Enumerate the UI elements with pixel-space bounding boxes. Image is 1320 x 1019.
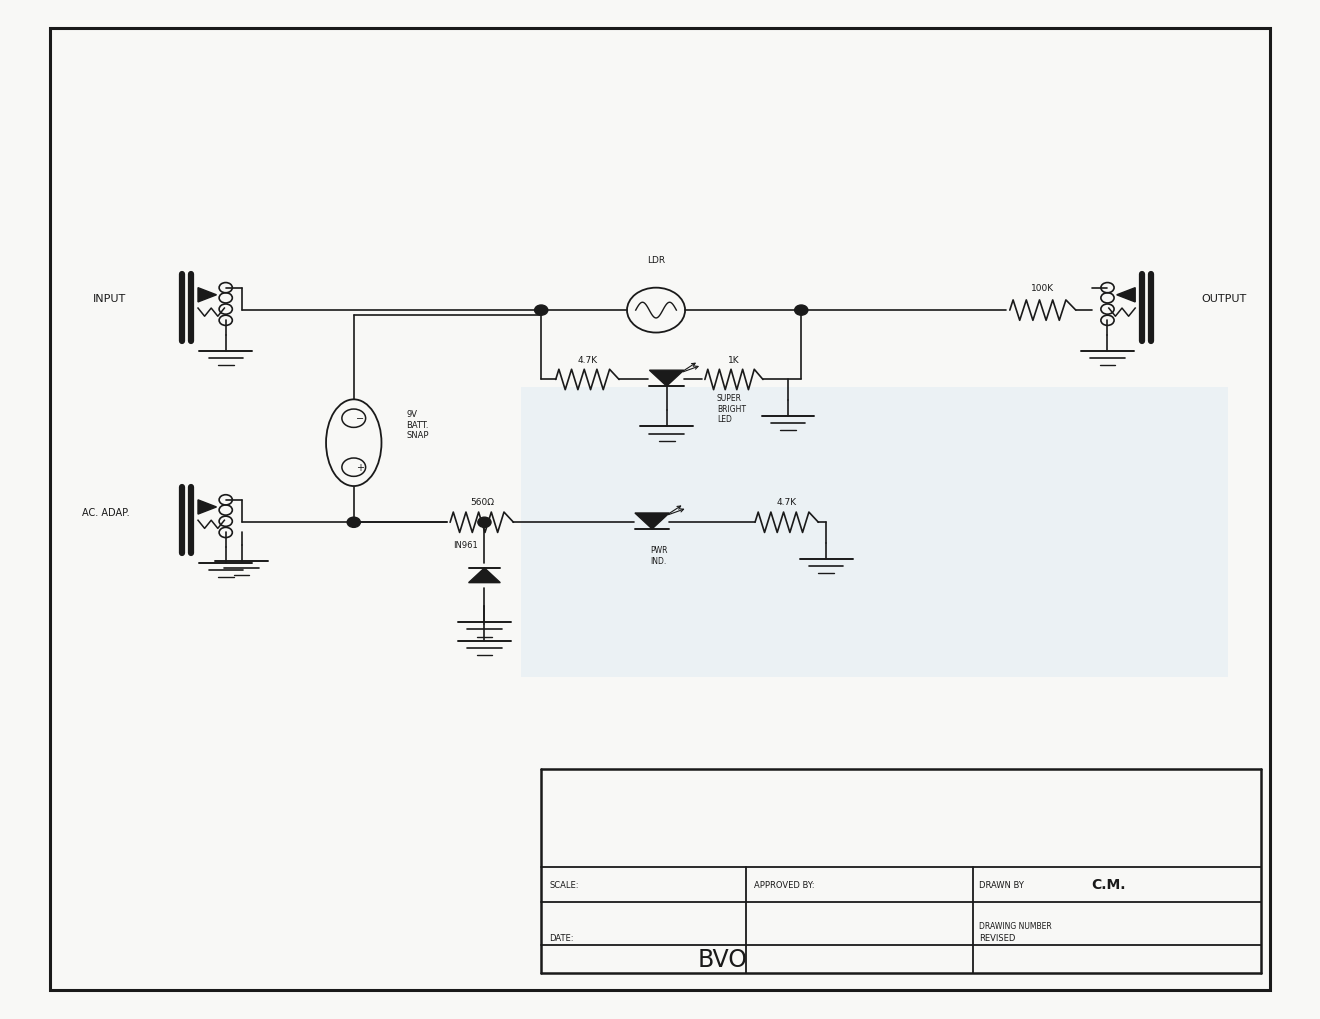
Circle shape	[478, 518, 491, 528]
Polygon shape	[1117, 288, 1135, 303]
Text: C.M.: C.M.	[1092, 877, 1126, 892]
Bar	[521, 387, 1228, 678]
Text: AC. ADAP.: AC. ADAP.	[82, 507, 129, 518]
Text: +: +	[356, 463, 364, 473]
Polygon shape	[198, 288, 216, 303]
Text: LDR: LDR	[647, 256, 665, 264]
Text: DRAWING NUMBER: DRAWING NUMBER	[979, 921, 1052, 929]
Text: IN961: IN961	[453, 541, 478, 549]
Polygon shape	[635, 514, 669, 530]
Text: REVISED: REVISED	[979, 933, 1016, 942]
Circle shape	[795, 306, 808, 316]
Text: PWR
IND.: PWR IND.	[649, 545, 668, 566]
Text: APPROVED BY:: APPROVED BY:	[754, 880, 814, 889]
Text: 4.7K: 4.7K	[577, 356, 598, 364]
Polygon shape	[198, 500, 216, 515]
Text: 9V
BATT.
SNAP: 9V BATT. SNAP	[407, 410, 429, 440]
Text: INPUT: INPUT	[92, 293, 127, 304]
Text: 560Ω: 560Ω	[470, 498, 494, 506]
Text: DATE:: DATE:	[549, 933, 574, 942]
Polygon shape	[469, 569, 500, 583]
Text: OUTPUT: OUTPUT	[1201, 293, 1246, 304]
Text: SCALE:: SCALE:	[549, 880, 578, 889]
Text: DRAWN BY: DRAWN BY	[979, 880, 1024, 889]
Polygon shape	[649, 371, 684, 386]
Text: SUPER
BRIGHT
LED: SUPER BRIGHT LED	[717, 393, 746, 424]
Circle shape	[347, 518, 360, 528]
Text: BVO: BVO	[697, 947, 747, 971]
Text: 4.7K: 4.7K	[776, 498, 797, 506]
Text: −: −	[356, 414, 364, 424]
Circle shape	[535, 306, 548, 316]
Text: 100K: 100K	[1031, 284, 1055, 292]
Text: 1K: 1K	[729, 356, 739, 364]
